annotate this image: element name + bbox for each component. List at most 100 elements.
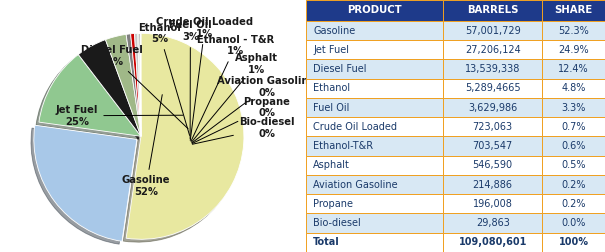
Bar bbox=[443, 156, 542, 175]
Text: 29,863: 29,863 bbox=[476, 218, 509, 228]
Text: Crude Oil Loaded
1%: Crude Oil Loaded 1% bbox=[156, 17, 253, 140]
Bar bbox=[542, 194, 605, 213]
Bar bbox=[542, 79, 605, 98]
Bar bbox=[306, 98, 443, 117]
Text: BARRELS: BARRELS bbox=[467, 6, 518, 15]
Bar bbox=[443, 137, 542, 156]
Text: 0.5%: 0.5% bbox=[561, 160, 586, 170]
Bar bbox=[306, 40, 443, 59]
Wedge shape bbox=[139, 33, 141, 136]
Text: 0.2%: 0.2% bbox=[561, 199, 586, 209]
Bar bbox=[542, 117, 605, 137]
Text: Fuel Oil: Fuel Oil bbox=[313, 103, 349, 113]
Bar bbox=[306, 0, 443, 21]
Text: Diesel Fuel: Diesel Fuel bbox=[313, 64, 367, 74]
Wedge shape bbox=[134, 33, 141, 136]
Bar bbox=[443, 175, 542, 194]
Wedge shape bbox=[34, 125, 137, 241]
Text: Asphalt
1%: Asphalt 1% bbox=[192, 53, 278, 142]
Text: Gasoline
52%: Gasoline 52% bbox=[122, 95, 171, 197]
Bar bbox=[443, 213, 542, 233]
Wedge shape bbox=[131, 34, 141, 136]
Bar bbox=[542, 40, 605, 59]
Bar bbox=[542, 98, 605, 117]
Bar bbox=[306, 194, 443, 213]
Bar bbox=[542, 59, 605, 79]
Bar bbox=[443, 194, 542, 213]
Text: Asphalt: Asphalt bbox=[313, 160, 350, 170]
Text: Ethanol-T&R: Ethanol-T&R bbox=[313, 141, 373, 151]
Bar bbox=[542, 233, 605, 252]
Text: 546,590: 546,590 bbox=[473, 160, 513, 170]
Text: SHARE: SHARE bbox=[554, 6, 593, 15]
Text: 703,547: 703,547 bbox=[473, 141, 513, 151]
Text: Ethanol - T&R
1%: Ethanol - T&R 1% bbox=[191, 35, 274, 141]
Text: 100%: 100% bbox=[558, 237, 589, 247]
Bar bbox=[542, 213, 605, 233]
Text: Diesel Fuel
12%: Diesel Fuel 12% bbox=[81, 45, 188, 129]
Bar bbox=[542, 137, 605, 156]
Text: Gasoline: Gasoline bbox=[313, 25, 355, 36]
Bar bbox=[443, 233, 542, 252]
Text: 0.7%: 0.7% bbox=[561, 122, 586, 132]
Text: Propane: Propane bbox=[313, 199, 353, 209]
Wedge shape bbox=[105, 34, 141, 136]
Text: 0.6%: 0.6% bbox=[561, 141, 586, 151]
Bar bbox=[542, 175, 605, 194]
Text: 13,539,338: 13,539,338 bbox=[465, 64, 520, 74]
Text: 27,206,124: 27,206,124 bbox=[465, 45, 520, 55]
Bar bbox=[443, 40, 542, 59]
Wedge shape bbox=[126, 33, 244, 239]
Bar bbox=[542, 21, 605, 40]
Bar bbox=[306, 117, 443, 137]
Wedge shape bbox=[39, 54, 141, 136]
Text: 723,063: 723,063 bbox=[473, 122, 513, 132]
Text: Bio-diesel
0%: Bio-diesel 0% bbox=[192, 117, 295, 144]
Wedge shape bbox=[78, 40, 141, 136]
Text: PRODUCT: PRODUCT bbox=[347, 6, 402, 15]
Text: Jet Fuel
25%: Jet Fuel 25% bbox=[56, 105, 183, 127]
Bar bbox=[443, 21, 542, 40]
Text: 12.4%: 12.4% bbox=[558, 64, 589, 74]
Text: Total: Total bbox=[313, 237, 340, 247]
Bar bbox=[443, 59, 542, 79]
Text: 3.3%: 3.3% bbox=[561, 103, 586, 113]
Bar bbox=[306, 175, 443, 194]
Text: Bio-diesel: Bio-diesel bbox=[313, 218, 361, 228]
Text: 196,008: 196,008 bbox=[473, 199, 512, 209]
Text: 0.0%: 0.0% bbox=[561, 218, 586, 228]
Text: 214,886: 214,886 bbox=[473, 180, 512, 190]
Bar bbox=[443, 0, 542, 21]
Bar bbox=[306, 213, 443, 233]
Text: Ethanol
5%: Ethanol 5% bbox=[138, 22, 189, 135]
Bar bbox=[306, 156, 443, 175]
Wedge shape bbox=[138, 33, 141, 136]
Text: 109,080,601: 109,080,601 bbox=[459, 237, 527, 247]
Bar bbox=[443, 79, 542, 98]
Bar bbox=[306, 137, 443, 156]
Wedge shape bbox=[126, 34, 141, 136]
Text: Jet Fuel: Jet Fuel bbox=[313, 45, 349, 55]
Wedge shape bbox=[140, 33, 141, 136]
Text: Propane
0%: Propane 0% bbox=[192, 97, 290, 143]
Bar bbox=[542, 0, 605, 21]
Bar bbox=[443, 98, 542, 117]
Text: 24.9%: 24.9% bbox=[558, 45, 589, 55]
Bar bbox=[306, 233, 443, 252]
Text: Fuel Oil
3%: Fuel Oil 3% bbox=[169, 20, 212, 139]
Bar bbox=[306, 21, 443, 40]
Text: Crude Oil Loaded: Crude Oil Loaded bbox=[313, 122, 397, 132]
Text: Aviation Gasoline
0%: Aviation Gasoline 0% bbox=[192, 76, 316, 143]
Bar bbox=[306, 59, 443, 79]
Bar bbox=[306, 79, 443, 98]
Text: 4.8%: 4.8% bbox=[561, 83, 586, 93]
Text: 0.2%: 0.2% bbox=[561, 180, 586, 190]
Text: 57,001,729: 57,001,729 bbox=[465, 25, 520, 36]
Text: 5,289,4665: 5,289,4665 bbox=[465, 83, 520, 93]
Bar bbox=[443, 117, 542, 137]
Text: 52.3%: 52.3% bbox=[558, 25, 589, 36]
Text: Aviation Gasoline: Aviation Gasoline bbox=[313, 180, 397, 190]
Bar bbox=[542, 156, 605, 175]
Text: Ethanol: Ethanol bbox=[313, 83, 350, 93]
Text: 3,629,986: 3,629,986 bbox=[468, 103, 517, 113]
